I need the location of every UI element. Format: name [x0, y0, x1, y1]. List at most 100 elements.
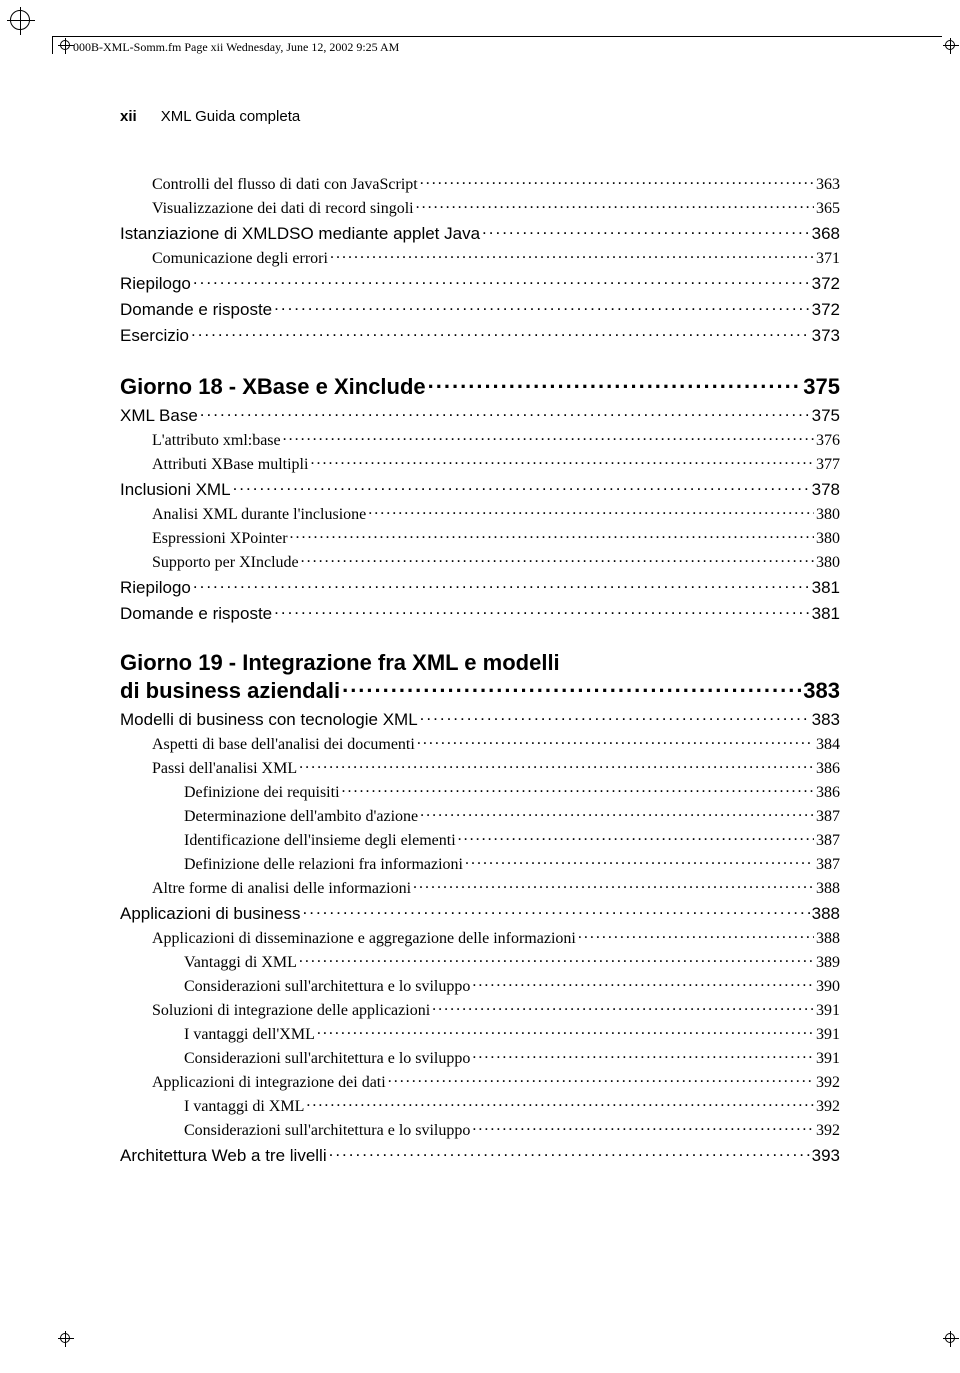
toc-leader-dots	[342, 676, 801, 698]
toc-entry: Passi dell'analisi XML386	[152, 757, 840, 778]
toc-leader-dots	[193, 272, 810, 289]
toc-page-number: 387	[816, 856, 840, 874]
toc-leader-dots	[330, 247, 814, 263]
toc-leader-dots	[193, 576, 810, 593]
toc-entry: Controlli del flusso di dati con JavaScr…	[152, 173, 840, 194]
running-page-number: xii	[120, 108, 137, 125]
toc-page-number: 375	[812, 406, 840, 426]
toc-label: Vantaggi di XML	[184, 954, 297, 972]
toc-page-number: 386	[816, 784, 840, 802]
toc-leader-dots	[299, 951, 814, 967]
toc-leader-dots	[420, 173, 814, 189]
toc-entry: Considerazioni sull'architettura e lo sv…	[184, 975, 840, 996]
toc-entry: Inclusioni XML378	[120, 478, 840, 500]
toc-page-number: 386	[816, 760, 840, 778]
toc-leader-dots	[303, 902, 810, 919]
toc-page-number: 387	[816, 832, 840, 850]
toc-page-number: 383	[812, 710, 840, 730]
toc-leader-dots	[413, 877, 814, 893]
toc-label: Domande e risposte	[120, 300, 272, 320]
toc-label: Modelli di business con tecnologie XML	[120, 710, 418, 730]
toc-label: Definizione dei requisiti	[184, 784, 340, 802]
toc-label: Analisi XML durante l'inclusione	[152, 506, 366, 524]
toc-page-number: 388	[812, 904, 840, 924]
toc-leader-dots	[233, 478, 810, 495]
toc-label: Aspetti di base dell'analisi dei documen…	[152, 736, 415, 754]
toc-page-number: 391	[816, 1002, 840, 1020]
toc-page-number: 375	[803, 374, 840, 400]
toc-page-number: 371	[816, 250, 840, 268]
toc-entry: L'attributo xml:base376	[152, 429, 840, 450]
toc-page-number: 376	[816, 432, 840, 450]
toc-entry: Considerazioni sull'architettura e lo sv…	[184, 1047, 840, 1068]
toc-leader-dots	[432, 999, 814, 1015]
toc-entry: Determinazione dell'ambito d'azione 387	[184, 805, 840, 826]
toc-page-number: 389	[816, 954, 840, 972]
toc-leader-dots	[274, 602, 809, 619]
toc-leader-dots	[482, 222, 810, 239]
toc-entry: Definizione dei requisiti 386	[184, 781, 840, 802]
toc-entry: Espressioni XPointer380	[152, 527, 840, 548]
toc-label: Esercizio	[120, 326, 189, 346]
toc-page-number: 387	[816, 808, 840, 826]
toc-entry: Attributi XBase multipli 377	[152, 453, 840, 474]
toc-leader-dots	[301, 551, 814, 567]
toc-leader-dots	[368, 503, 814, 519]
toc-label: Identificazione dell'insieme degli eleme…	[184, 832, 456, 850]
toc-label: Altre forme di analisi delle informazion…	[152, 880, 411, 898]
toc-page-number: 392	[816, 1074, 840, 1092]
crop-mark-icon	[945, 1333, 955, 1343]
toc-page-number: 384	[816, 736, 840, 754]
toc-leader-dots	[299, 757, 814, 773]
toc-page-number: 388	[816, 880, 840, 898]
toc-page-number: 383	[803, 678, 840, 704]
toc-label: Supporto per XInclude	[152, 554, 299, 572]
toc-label: Applicazioni di integrazione dei dati	[152, 1074, 386, 1092]
toc-label: Espressioni XPointer	[152, 530, 288, 548]
toc-label: Soluzioni di integrazione delle applicaz…	[152, 1002, 430, 1020]
toc-entry: Soluzioni di integrazione delle applicaz…	[152, 999, 840, 1020]
crop-rule-left	[52, 36, 53, 54]
toc-entry: Applicazioni di business 388	[120, 902, 840, 924]
toc-leader-dots	[472, 1119, 814, 1135]
toc-label: Considerazioni sull'architettura e lo sv…	[184, 978, 470, 996]
toc-label: Architettura Web a tre livelli	[120, 1146, 327, 1166]
toc-entry: Identificazione dell'insieme degli eleme…	[184, 829, 840, 850]
toc-page-number: 391	[816, 1026, 840, 1044]
toc-label: Definizione delle relazioni fra informaz…	[184, 856, 463, 874]
toc-entry: Aspetti di base dell'analisi dei documen…	[152, 733, 840, 754]
toc-entry: Esercizio 373	[120, 324, 840, 346]
toc-page-number: 372	[812, 300, 840, 320]
toc-label: Riepilogo	[120, 578, 191, 598]
toc-page-number: 373	[812, 326, 840, 346]
toc-entry: Istanziazione di XMLDSO mediante applet …	[120, 222, 840, 244]
toc-label: Determinazione dell'ambito d'azione	[184, 808, 418, 826]
toc-label: Considerazioni sull'architettura e lo sv…	[184, 1122, 470, 1140]
toc-label: Domande e risposte	[120, 604, 272, 624]
toc-label: I vantaggi di XML	[184, 1098, 304, 1116]
toc-entry: Giorno 19 - Integrazione fra XML e model…	[120, 650, 840, 704]
toc-label: Applicazioni di business	[120, 904, 301, 924]
toc-entry: Architettura Web a tre livelli393	[120, 1144, 840, 1166]
toc-page-number: 363	[816, 176, 840, 194]
toc-leader-dots	[578, 927, 814, 943]
toc-entry: Comunicazione degli errori371	[152, 247, 840, 268]
toc-label: XML Base	[120, 406, 198, 426]
crop-mark-icon	[10, 10, 30, 30]
toc-leader-dots	[420, 708, 810, 725]
toc-page-number: 390	[816, 978, 840, 996]
toc-entry: Applicazioni di integrazione dei dati 392	[152, 1071, 840, 1092]
toc-label: Giorno 18 - XBase e Xinclude	[120, 374, 426, 400]
toc-leader-dots	[465, 853, 814, 869]
toc-leader-dots	[458, 829, 814, 845]
toc-label: Attributi XBase multipli	[152, 456, 308, 474]
toc-page-number: 377	[816, 456, 840, 474]
toc-entry: Visualizzazione dei dati di record singo…	[152, 197, 840, 218]
toc-entry: Domande e risposte381	[120, 602, 840, 624]
toc-leader-dots	[420, 805, 814, 821]
crop-mark-icon	[945, 40, 955, 50]
toc-page-number: 378	[812, 480, 840, 500]
toc-leader-dots	[290, 527, 814, 543]
toc-leader-dots	[310, 453, 814, 469]
toc-label: Riepilogo	[120, 274, 191, 294]
